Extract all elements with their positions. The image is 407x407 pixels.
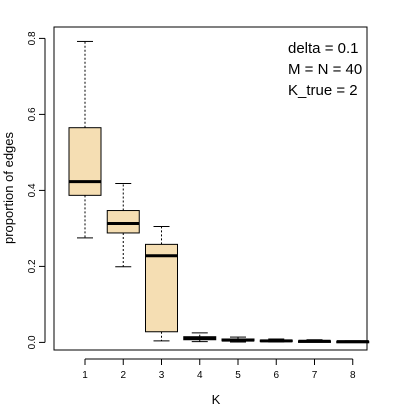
y-tick-label-1: 0.2 — [27, 259, 38, 273]
x-axis-title: K — [212, 392, 221, 407]
x-tick-label-1: 1 — [82, 370, 88, 381]
x-tick-label-3: 3 — [159, 370, 165, 381]
y-tick-label-2: 0.4 — [27, 183, 38, 197]
x-tick-label-6: 6 — [273, 370, 279, 381]
box-group-7 — [298, 339, 331, 343]
box-3 — [145, 243, 178, 333]
y-axis-title: proportion of edges — [1, 131, 16, 244]
y-tick-label-4: 0.8 — [27, 31, 38, 45]
x-tick-label-4: 4 — [197, 370, 203, 381]
annotation-line-3: K_true = 2 — [288, 82, 358, 99]
box-group-5 — [221, 336, 255, 343]
box-group-1 — [68, 40, 102, 239]
x-tick-label-5: 5 — [235, 370, 241, 381]
x-tick-label-8: 8 — [350, 370, 356, 381]
y-axis: 0.0 0.2 0.4 0.6 0.8 — [27, 31, 46, 349]
y-tick-label-3: 0.6 — [27, 107, 38, 121]
x-tick-label-2: 2 — [120, 370, 126, 381]
box-2 — [106, 210, 140, 234]
box-group-8 — [336, 340, 370, 344]
x-axis: 1 2 3 4 5 6 7 8 — [82, 358, 356, 381]
annotation-line-2: M = N = 40 — [288, 61, 362, 78]
box-group-2 — [106, 183, 140, 268]
box-group-3 — [145, 226, 178, 342]
plot-frame — [53, 26, 368, 351]
annotation-line-1: delta = 0.1 — [288, 40, 358, 57]
box-1 — [68, 127, 102, 196]
annotation-block: delta = 0.1 M = N = 40 K_true = 2 — [288, 40, 362, 99]
box-group-4 — [183, 332, 217, 343]
boxes-layer — [68, 40, 370, 344]
x-tick-label-7: 7 — [312, 370, 318, 381]
box-group-6 — [259, 338, 293, 343]
y-tick-label-0: 0.0 — [27, 335, 38, 349]
